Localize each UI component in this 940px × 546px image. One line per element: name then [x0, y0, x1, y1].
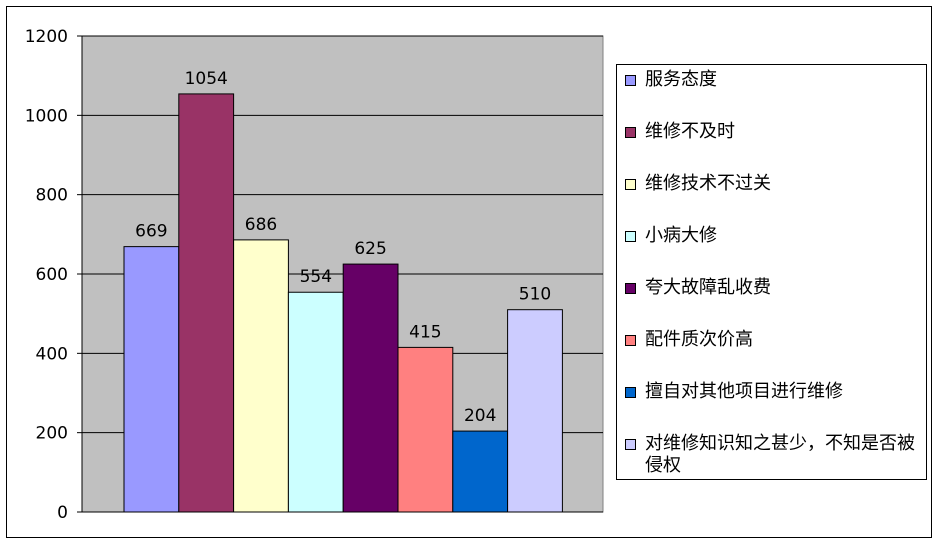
legend-swatch-3 — [625, 231, 636, 242]
legend-label-6: 擅自对其他项目进行维修 — [645, 381, 843, 402]
legend-swatch-0 — [625, 75, 636, 86]
bar-3 — [287, 291, 344, 513]
legend-swatch-6 — [625, 387, 636, 398]
y-tick-label-1200: 1200 — [25, 27, 68, 47]
bar-6 — [452, 430, 509, 513]
legend: 服务态度维修不及时维修技术不过关 小病大修夸大故障乱收费 配件质次价高擅自对其他项目… — [616, 64, 927, 480]
legend-swatch-5 — [625, 335, 636, 346]
legend-label-4: 夸大故障乱收费 — [645, 277, 771, 298]
y-tick-label-200: 200 — [36, 424, 68, 444]
legend-swatch-1 — [625, 127, 636, 138]
legend-swatch-4 — [625, 283, 636, 294]
legend-swatch-7 — [625, 439, 636, 450]
y-tick-label-400: 400 — [36, 344, 68, 364]
legend-label-5: 配件质次价高 — [645, 329, 753, 350]
data-label-3: 554 — [300, 267, 332, 287]
bar-2 — [233, 239, 289, 513]
bar-5 — [397, 346, 454, 513]
bar-1 — [178, 93, 235, 513]
data-label-2: 686 — [245, 215, 277, 235]
legend-label-3: 小病大修 — [645, 225, 717, 246]
y-tick-label-800: 800 — [36, 186, 68, 206]
y-tick-label-0: 0 — [57, 503, 68, 523]
y-tick-label-1000: 1000 — [25, 106, 68, 126]
data-label-1: 1054 — [185, 69, 228, 89]
data-label-0: 669 — [135, 222, 167, 242]
data-label-4: 625 — [354, 239, 386, 259]
legend-label-0: 服务态度 — [645, 69, 717, 90]
bar-4 — [342, 263, 399, 513]
bar-0 — [123, 246, 180, 513]
legend-swatch-2 — [625, 179, 636, 190]
data-label-7: 510 — [519, 285, 551, 305]
data-label-6: 204 — [464, 406, 496, 426]
y-tick-label-600: 600 — [36, 265, 68, 285]
legend-label-1: 维修不及时 — [645, 121, 735, 142]
bar-7 — [507, 309, 563, 513]
data-label-5: 415 — [409, 322, 441, 342]
legend-label-7: 对维修知识知之甚少，不知是否被侵权 — [645, 433, 915, 476]
legend-label-2: 维修技术不过关 — [645, 173, 771, 194]
